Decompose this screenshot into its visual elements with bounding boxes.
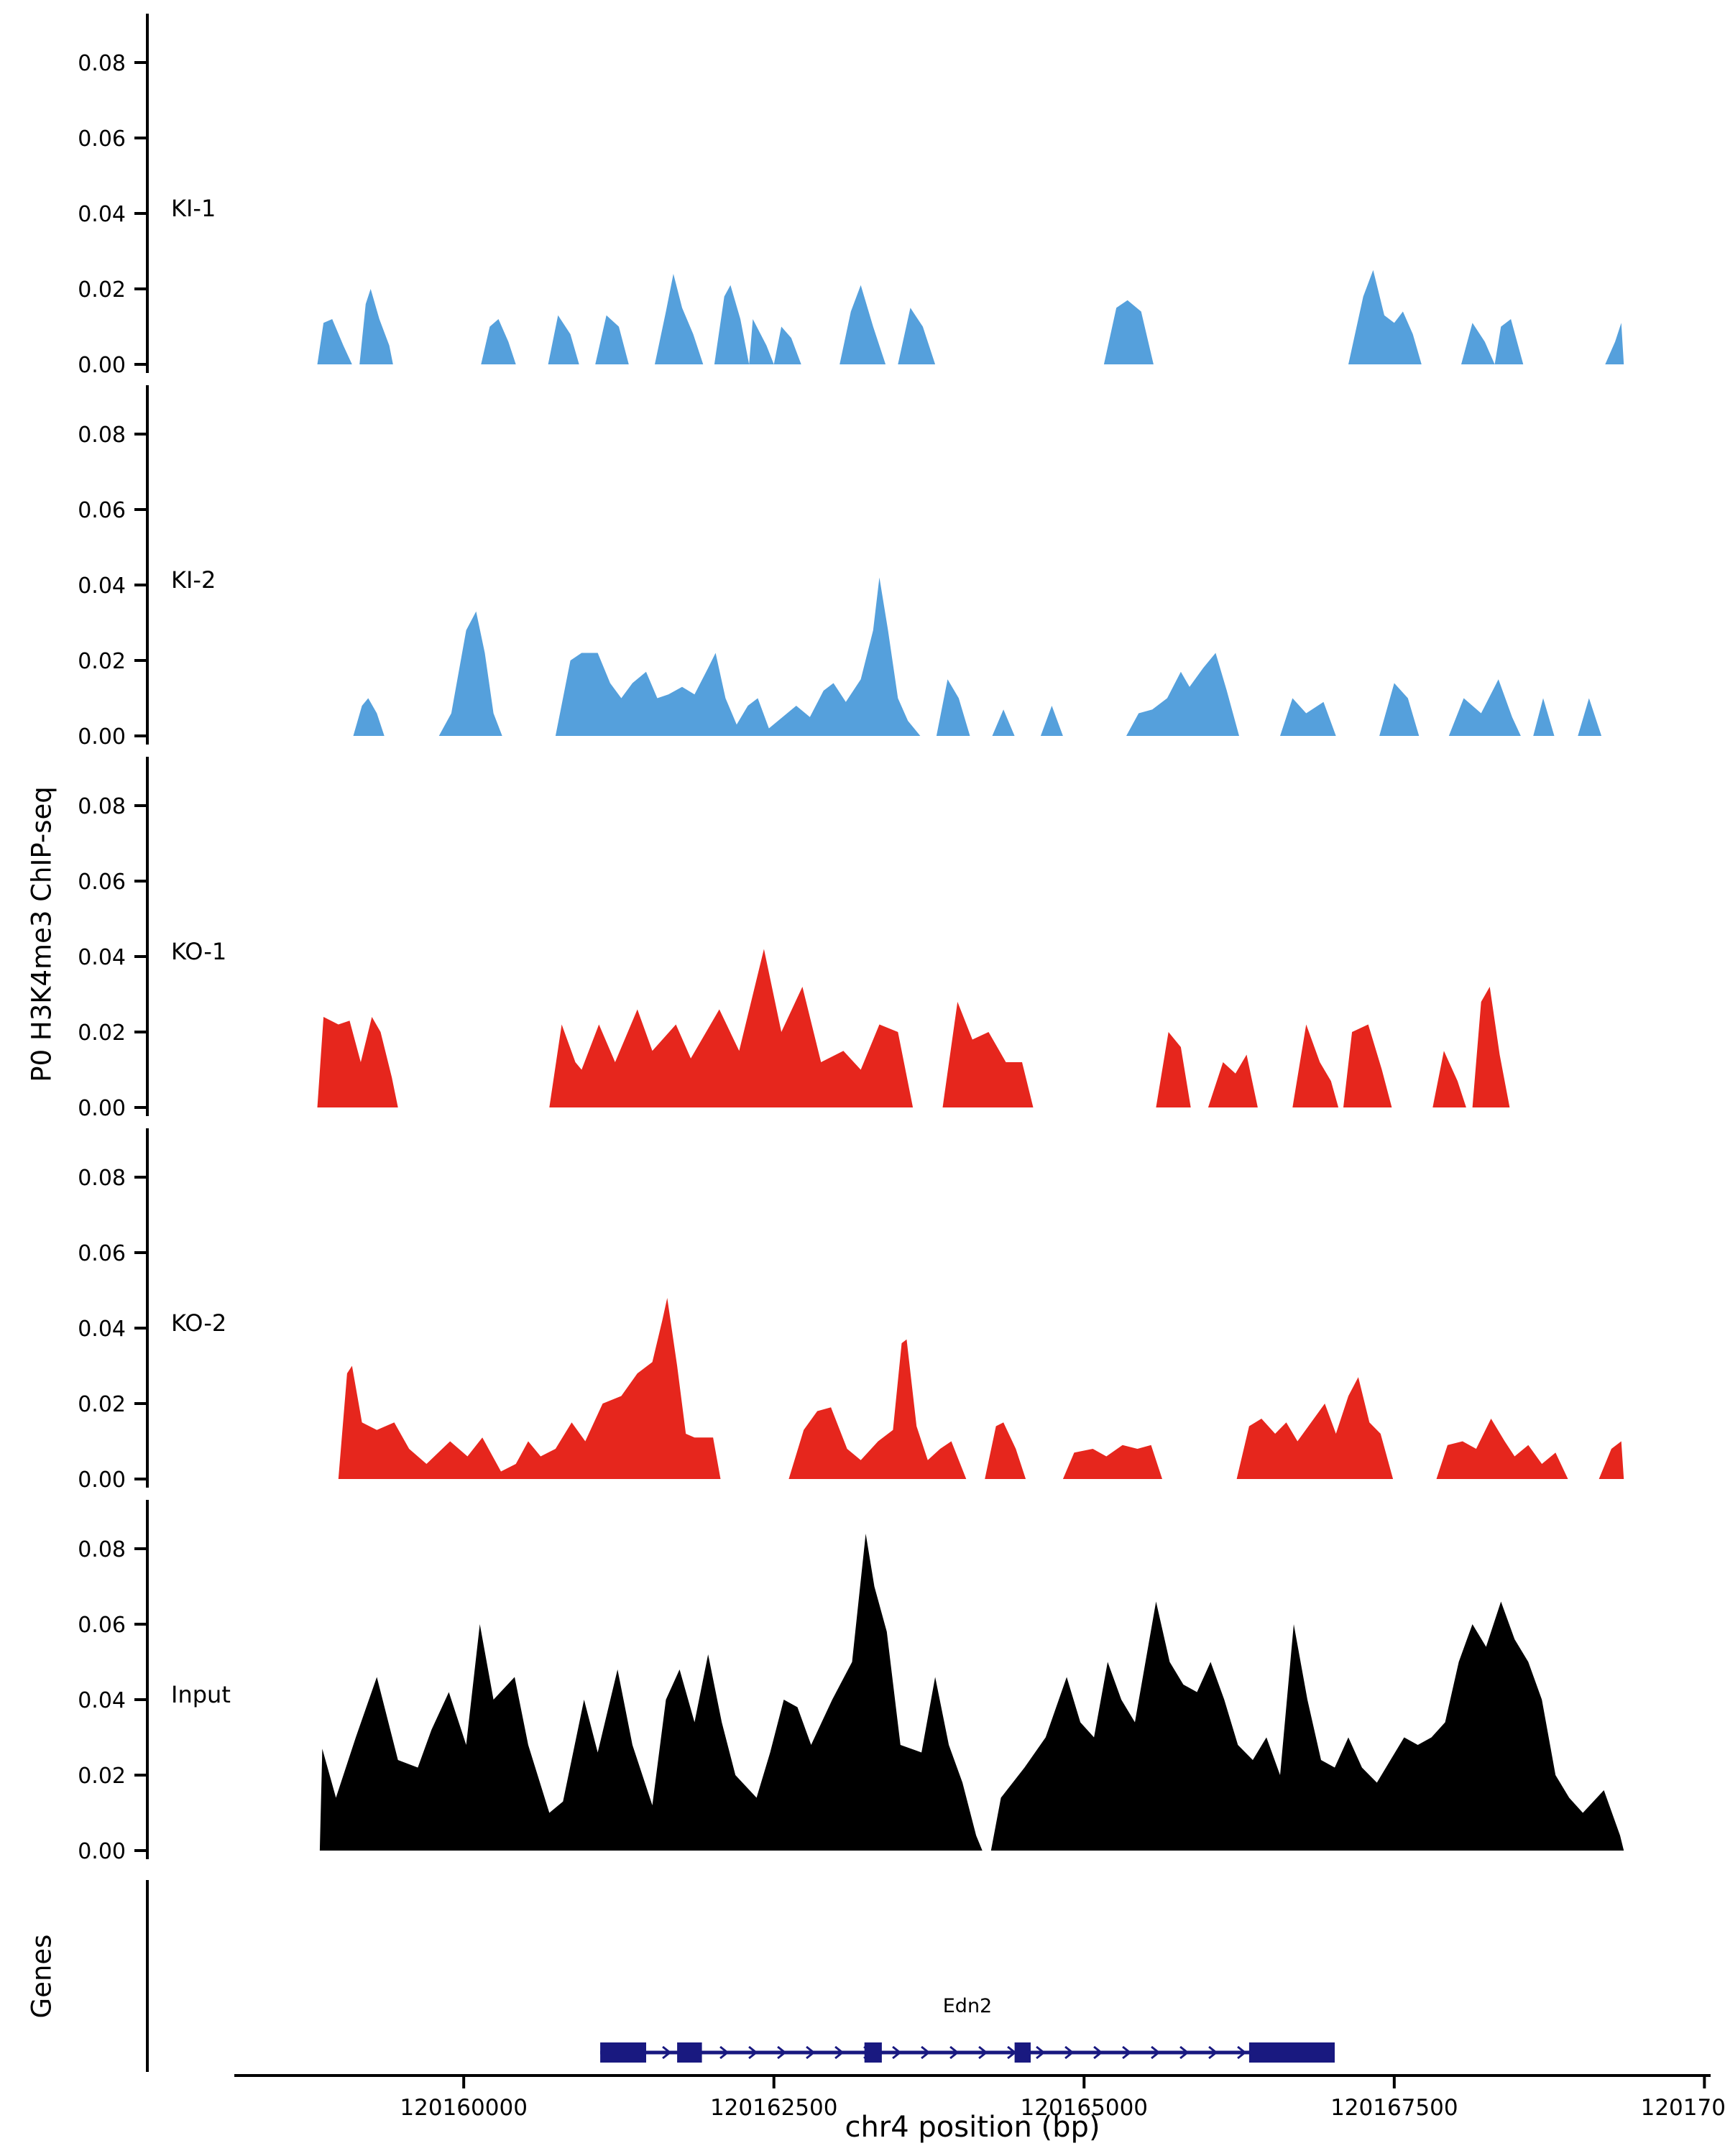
strand-arrow-icon [719, 2045, 730, 2060]
track-KO-1: 0.00 0.02 0.04 0.06 0.08 KO-1 [78, 757, 1510, 1121]
genes-track: Edn2 [146, 1880, 1335, 2072]
y-tick-label: 0.02 [78, 1021, 126, 1046]
track-label: KI-1 [171, 195, 216, 222]
gene-exon [1014, 2042, 1031, 2063]
x-tick-label: 120167500 [1330, 2095, 1458, 2121]
strand-arrow-icon [834, 2045, 845, 2060]
strand-arrow-icon [892, 2045, 902, 2060]
strand-arrow-icon [1237, 2045, 1247, 2060]
x-tick-label: 120162500 [710, 2095, 838, 2121]
track-area-Input [319, 1534, 1624, 1851]
y-tick-label: 0.08 [78, 1537, 126, 1562]
gene-exon [864, 2042, 882, 2063]
y-tick-label: 0.06 [78, 1241, 126, 1266]
track-label: Input [171, 1681, 231, 1708]
y-tick-label: 0.08 [78, 51, 126, 76]
y-tick-label: 0.00 [78, 1096, 126, 1121]
strand-arrow-icon [1151, 2045, 1161, 2060]
y-tick-label: 0.02 [78, 277, 126, 303]
y-tick-label: 0.00 [78, 353, 126, 378]
strand-arrow-icon [777, 2045, 787, 2060]
strand-arrow-icon [1064, 2045, 1075, 2060]
y-tick-label: 0.04 [78, 573, 126, 599]
y-tick-label: 0.04 [78, 945, 126, 970]
y-tick-label: 0.08 [78, 794, 126, 819]
strand-arrow-icon [662, 2045, 672, 2060]
track-Input: 0.00 0.02 0.04 0.06 0.08 Input [78, 1500, 1624, 1864]
y-tick-label: 0.00 [78, 1468, 126, 1493]
track-area-KI-2 [353, 577, 1602, 736]
track-KO-2: 0.00 0.02 0.04 0.06 0.08 KO-2 [78, 1128, 1624, 1493]
gene-exon [600, 2042, 646, 2063]
y-tick-label: 0.04 [78, 1688, 126, 1713]
x-axis-title: chr4 position (bp) [845, 2111, 1100, 2144]
y-tick-label: 0.02 [78, 649, 126, 674]
y-tick-label: 0.02 [78, 1392, 126, 1417]
x-tick-label: 120165000 [1021, 2095, 1149, 2121]
strand-arrow-icon [1093, 2045, 1103, 2060]
strand-arrow-icon [1208, 2045, 1218, 2060]
track-area-KO-2 [338, 1298, 1624, 1479]
track-label: KO-1 [171, 938, 226, 965]
strand-arrow-icon [1036, 2045, 1046, 2060]
gene-label: Edn2 [943, 1995, 993, 2017]
x-tick-label: 120160000 [400, 2095, 528, 2121]
y-tick-label: 0.08 [78, 1166, 126, 1191]
track-KI-1: 0.00 0.02 0.04 0.06 0.08 KI-1 [78, 14, 1624, 378]
strand-arrow-icon [949, 2045, 960, 2060]
x-axis: 120160000 120162500 120165000 120167500 1201… [234, 2074, 1725, 2121]
strand-arrow-icon [921, 2045, 931, 2060]
track-label: KI-2 [171, 566, 216, 594]
strand-arrow-icon [978, 2045, 988, 2060]
y-tick-label: 0.06 [78, 126, 126, 152]
y-tick-label: 0.00 [78, 1839, 126, 1864]
strand-arrow-icon [748, 2045, 758, 2060]
y-axis-title: P0 H3K4me3 ChIP-seq [26, 786, 58, 1082]
y-tick-label: 0.00 [78, 724, 126, 750]
track-label: KO-2 [171, 1309, 226, 1337]
genes-axis-title: Genes [26, 1934, 58, 2019]
track-KI-2: 0.00 0.02 0.04 0.06 0.08 KI-2 [78, 385, 1602, 750]
track-area-KI-1 [317, 270, 1624, 364]
y-tick-label: 0.06 [78, 870, 126, 895]
track-area-KO-1 [317, 949, 1510, 1107]
strand-arrow-icon [1122, 2045, 1132, 2060]
y-tick-label: 0.02 [78, 1764, 126, 1789]
y-tick-label: 0.06 [78, 498, 126, 523]
gene-exon [1248, 2042, 1335, 2063]
strand-arrow-icon [1179, 2045, 1190, 2060]
y-tick-label: 0.04 [78, 202, 126, 227]
gene-exon [677, 2042, 702, 2063]
strand-arrow-icon [806, 2045, 816, 2060]
y-tick-label: 0.08 [78, 423, 126, 448]
x-tick-label: 120170000 [1641, 2095, 1725, 2121]
y-tick-label: 0.04 [78, 1317, 126, 1342]
y-tick-label: 0.06 [78, 1613, 126, 1638]
